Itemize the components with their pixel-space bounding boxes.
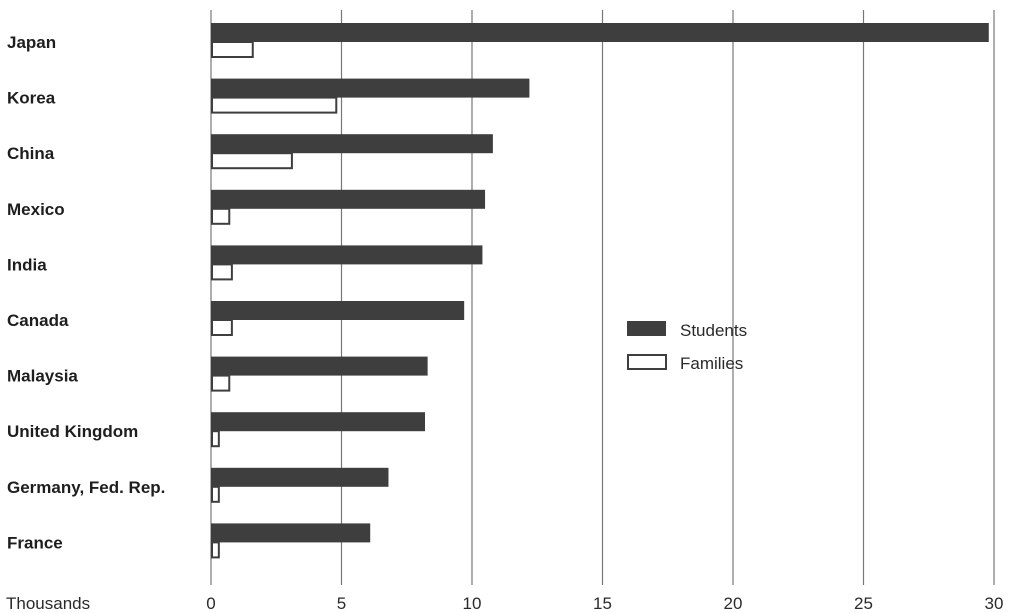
bar-families-korea — [211, 96, 338, 114]
x-tick-label-20: 20 — [724, 594, 743, 613]
x-axis-label: Thousands — [6, 594, 90, 613]
x-tick-label-30: 30 — [985, 594, 1004, 613]
category-label-malaysia: Malaysia — [7, 367, 78, 386]
bar-students-india — [211, 245, 483, 265]
legend: Students Families — [627, 321, 747, 373]
bar-families-canada — [211, 319, 233, 336]
bar-families-india — [211, 263, 233, 281]
x-tick-label-10: 10 — [463, 594, 482, 613]
bar-students-france — [211, 523, 371, 543]
bar-students-canada — [211, 301, 465, 320]
legend-swatch-students — [627, 321, 666, 336]
category-label-japan: Japan — [7, 33, 56, 52]
grid-lines — [210, 10, 995, 585]
bar-families-japan — [211, 41, 254, 58]
bar-families-malaysia — [211, 374, 231, 392]
legend-swatch-families — [627, 354, 667, 370]
bar-students-united-kingdom — [211, 412, 426, 432]
bar-students-mexico — [211, 189, 486, 209]
bar-students-malaysia — [211, 356, 428, 376]
category-label-germany-fed-rep: Germany, Fed. Rep. — [7, 478, 165, 497]
bar-families-china — [211, 152, 293, 170]
bar-families-mexico — [211, 207, 231, 225]
category-label-india: India — [7, 255, 47, 274]
category-label-china: China — [7, 144, 55, 163]
legend-label-students: Students — [680, 321, 747, 340]
category-labels: Japan Korea China Mexico India Canada Malaysia… — [7, 33, 165, 552]
category-label-mexico: Mexico — [7, 200, 65, 219]
x-tick-label-5: 5 — [337, 594, 346, 613]
category-label-korea: Korea — [7, 89, 56, 108]
x-tick-label-0: 0 — [206, 594, 215, 613]
bar-students-japan — [211, 23, 989, 42]
bar-families-france — [211, 541, 220, 559]
category-label-canada: Canada — [7, 311, 69, 330]
bar-students-korea — [211, 78, 530, 98]
bar-students-china — [211, 134, 493, 154]
bar-families-germany-fed-rep — [211, 485, 220, 503]
x-tick-label-15: 15 — [593, 594, 612, 613]
bar-students-germany-fed-rep — [211, 467, 389, 487]
x-tick-label-25: 25 — [854, 594, 873, 613]
legend-label-families: Families — [680, 354, 743, 373]
category-label-united-kingdom: United Kingdom — [7, 422, 138, 441]
bar-families-united-kingdom — [211, 430, 220, 448]
x-axis-tick-labels: 0 5 10 15 20 25 30 — [206, 594, 1003, 613]
category-label-france: France — [7, 533, 63, 552]
bars — [211, 23, 989, 559]
